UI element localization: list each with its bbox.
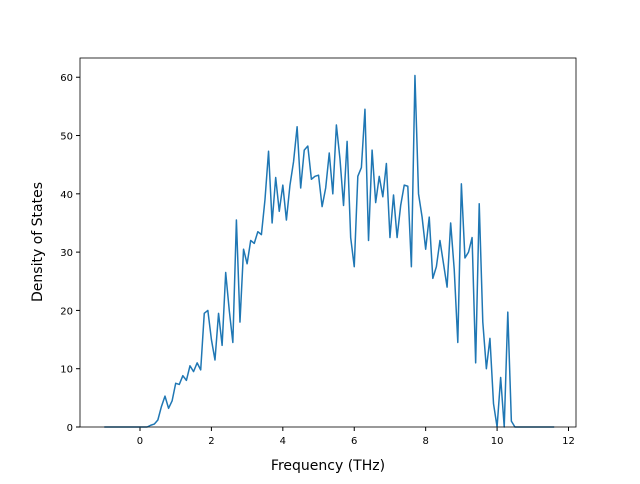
data-line <box>104 74 555 428</box>
x-tick-label: 0 <box>137 436 143 447</box>
x-tick-label: 8 <box>422 436 428 447</box>
y-tick-label: 10 <box>60 365 73 376</box>
y-axis-label: Density of States <box>30 182 46 302</box>
x-tick-label: 10 <box>491 436 504 447</box>
x-axis-label: Frequency (THz) <box>271 458 385 474</box>
x-tick-label: 6 <box>351 436 357 447</box>
x-tick-label: 2 <box>208 436 214 447</box>
y-tick-label: 50 <box>60 132 73 143</box>
x-tick-label: 12 <box>562 436 575 447</box>
x-tick-label: 4 <box>280 436 286 447</box>
y-tick-label: 0 <box>67 423 73 434</box>
y-tick-label: 60 <box>60 73 73 84</box>
y-tick-label: 30 <box>60 248 73 259</box>
axes-frame <box>79 57 577 428</box>
y-tick-label: 20 <box>60 306 73 317</box>
y-tick-label: 40 <box>60 190 73 201</box>
